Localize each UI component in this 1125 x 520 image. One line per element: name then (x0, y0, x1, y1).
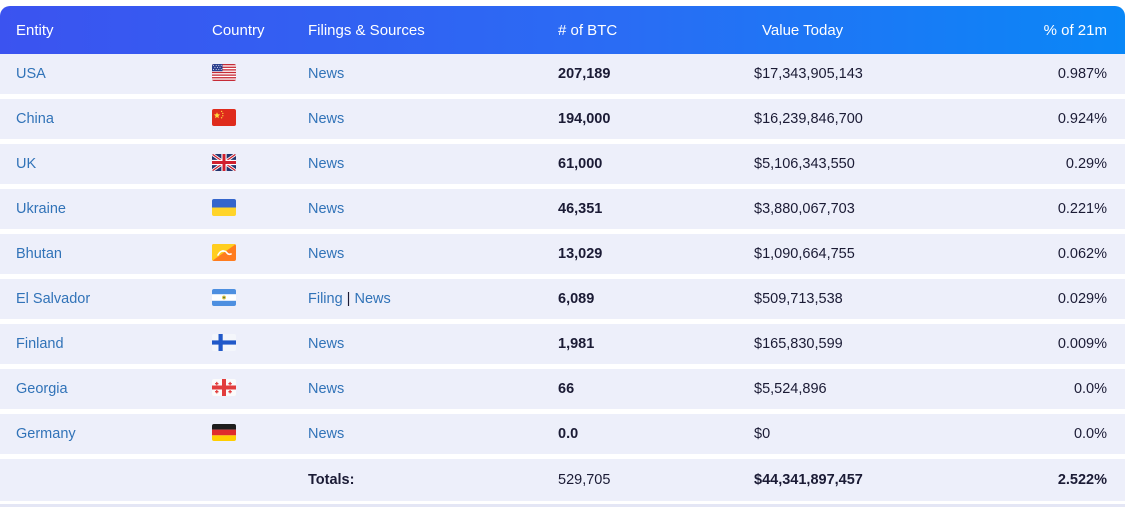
pct-of-21m: 0.0% (1073, 426, 1107, 442)
pct-of-21m: 0.0% (1073, 381, 1107, 397)
value-today: $5,106,343,550 (754, 156, 855, 172)
entity-link[interactable]: Germany (16, 426, 76, 442)
pct-of-21m: 0.009% (1057, 336, 1107, 352)
btc-amount: 46,351 (558, 201, 603, 217)
btc-holdings-table: Entity Country Filings & Sources # of BT… (0, 6, 1125, 507)
filing-link[interactable]: Filing (308, 291, 343, 307)
news-link[interactable]: News (308, 336, 345, 352)
news-link-2[interactable]: News (354, 291, 391, 307)
news-link[interactable]: News (308, 246, 345, 262)
value-today: $5,524,896 (754, 381, 827, 397)
table-row: El Salvador Filing | News 6,089 $509,713… (0, 279, 1125, 319)
column-header-sources: Filings & Sources (308, 21, 425, 39)
flag-georgia-icon (212, 378, 236, 396)
table-row: UK News 61,000 $5,106,343,550 0.29% (0, 144, 1125, 184)
news-link[interactable]: News (308, 156, 345, 172)
value-today: $1,090,664,755 (754, 246, 855, 262)
totals-row: Totals: 529,705 $44,341,897,457 2.522% (0, 459, 1125, 501)
table-row: Finland News 1,981 $165,830,599 0.009% (0, 324, 1125, 364)
table-row: Bhutan News 13,029 $1,090,664,755 0.062% (0, 234, 1125, 274)
table-row: USA News 207,189 $17,343,905,143 0.987% (0, 54, 1125, 94)
btc-amount: 6,089 (558, 291, 595, 307)
btc-amount: 194,000 (558, 111, 611, 127)
flag-china-icon (212, 108, 236, 126)
pct-of-21m: 0.029% (1057, 291, 1107, 307)
bottom-divider (0, 504, 1125, 507)
column-header-pct: % of 21m (1043, 21, 1107, 39)
table-row: Ukraine News 46,351 $3,880,067,703 0.221… (0, 189, 1125, 229)
value-today: $16,239,846,700 (754, 111, 863, 127)
value-today: $0 (754, 426, 771, 442)
btc-amount: 66 (558, 381, 575, 397)
flag-bhutan-icon (212, 243, 236, 261)
column-header-btc: # of BTC (558, 21, 618, 39)
btc-amount: 13,029 (558, 246, 603, 262)
btc-amount: 61,000 (558, 156, 603, 172)
table-row: Georgia News 66 $5,524,896 0.0% (0, 369, 1125, 409)
news-link[interactable]: News (308, 66, 345, 82)
entity-link[interactable]: Ukraine (16, 201, 66, 217)
flag-uk-icon (212, 153, 236, 171)
btc-amount: 0.0 (558, 426, 579, 442)
value-today: $17,343,905,143 (754, 66, 863, 82)
entity-link[interactable]: Bhutan (16, 246, 62, 262)
news-link[interactable]: News (308, 381, 345, 397)
column-header-entity: Entity (16, 21, 54, 39)
totals-label: Totals: (308, 472, 355, 488)
pct-of-21m: 0.924% (1057, 111, 1107, 127)
totals-pct: 2.522% (1057, 472, 1107, 488)
flag-finland-icon (212, 333, 236, 351)
value-today: $165,830,599 (754, 336, 843, 352)
entity-link[interactable]: USA (16, 66, 46, 82)
news-link[interactable]: News (308, 201, 345, 217)
column-header-country: Country (212, 21, 265, 39)
table-header-row: Entity Country Filings & Sources # of BT… (0, 6, 1125, 54)
entity-link[interactable]: Georgia (16, 381, 68, 397)
btc-amount: 207,189 (558, 66, 611, 82)
entity-link[interactable]: UK (16, 156, 37, 172)
entity-link[interactable]: Finland (16, 336, 64, 352)
pct-of-21m: 0.062% (1057, 246, 1107, 262)
value-today: $509,713,538 (754, 291, 843, 307)
flag-ukraine-icon (212, 198, 236, 216)
flag-el-salvador-icon (212, 288, 236, 306)
totals-btc: 529,705 (558, 472, 611, 488)
flag-germany-icon (212, 423, 236, 441)
pct-of-21m: 0.29% (1065, 156, 1107, 172)
entity-link[interactable]: China (16, 111, 54, 127)
entity-link[interactable]: El Salvador (16, 291, 91, 307)
column-header-value: Value Today (762, 21, 844, 39)
news-link[interactable]: News (308, 111, 345, 127)
pct-of-21m: 0.221% (1057, 201, 1107, 217)
value-today: $3,880,067,703 (754, 201, 855, 217)
news-link[interactable]: News (308, 426, 345, 442)
table-row: Germany News 0.0 $0 0.0% (0, 414, 1125, 454)
btc-amount: 1,981 (558, 336, 595, 352)
pct-of-21m: 0.987% (1057, 66, 1107, 82)
table-row: China News 194,000 $16,239,846,700 0.924… (0, 99, 1125, 139)
totals-value: $44,341,897,457 (754, 472, 863, 488)
link-separator: | (342, 291, 355, 307)
flag-usa-icon (212, 63, 236, 81)
